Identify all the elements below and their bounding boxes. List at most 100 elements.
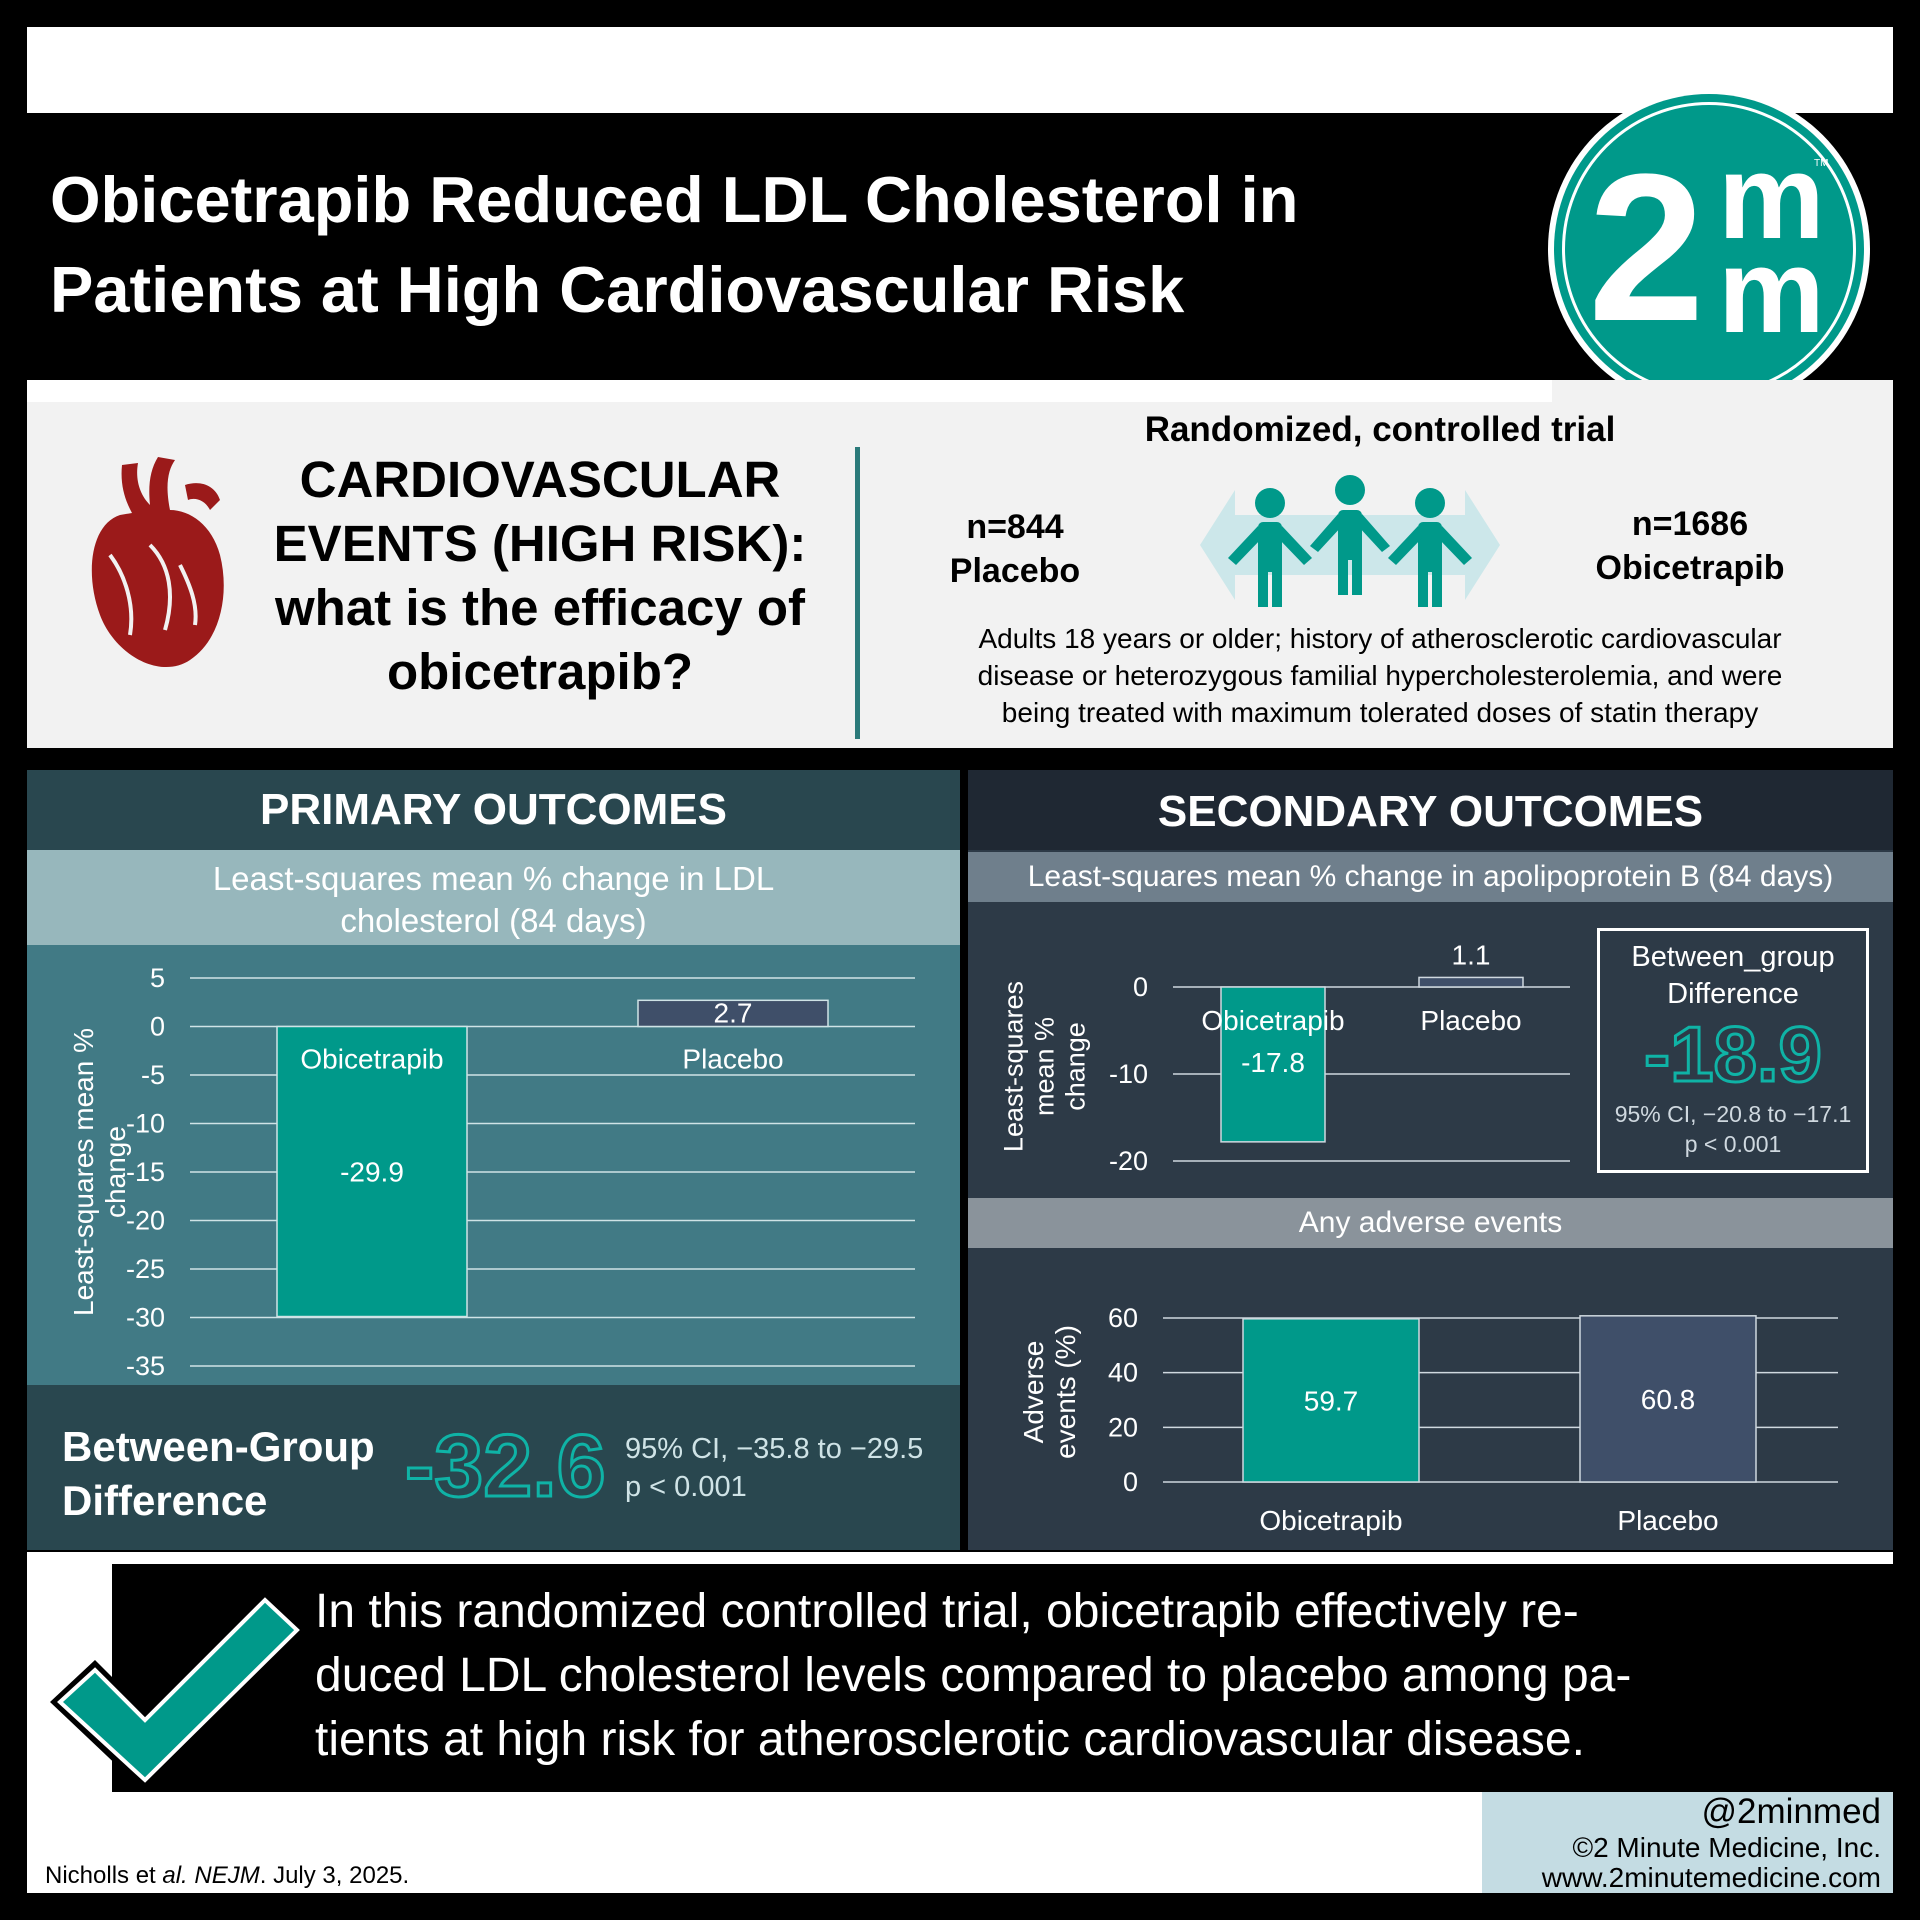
apob-p-value: p < 0.001 bbox=[1684, 1131, 1782, 1157]
primary-chart-subtitle: Least-squares mean % change in LDL chole… bbox=[27, 850, 960, 945]
conclusion-text: In this randomized controlled trial, obi… bbox=[315, 1580, 1875, 1772]
apob-diff-label: Between_group Difference bbox=[1600, 939, 1866, 1013]
category-label: Obicetrapib bbox=[1201, 1005, 1344, 1036]
primary-subtitle-line-1: Least-squares mean % change in LDL bbox=[212, 860, 775, 897]
conclusion-white-strip bbox=[27, 1552, 1893, 1564]
heart-icon bbox=[91, 457, 224, 668]
data-label: -29.9 bbox=[340, 1157, 404, 1188]
population-description: Adults 18 years or older; history of ath… bbox=[880, 620, 1880, 731]
population-line-1: Adults 18 years or older; history of ath… bbox=[978, 623, 1782, 654]
apob-difference-value: -18.9 bbox=[1643, 1010, 1824, 1098]
bar-placebo bbox=[637, 999, 829, 1028]
population-line-2: disease or heterozygous familial hyperch… bbox=[977, 660, 1783, 691]
y-tick-label: 5 bbox=[150, 963, 165, 993]
bar-obicetrapib bbox=[1242, 1318, 1420, 1483]
data-label: 1.1 bbox=[1452, 939, 1491, 970]
question-line-1: CARDIOVASCULAR bbox=[299, 451, 781, 508]
apob-chart-subtitle: Least-squares mean % change in apolipopr… bbox=[968, 852, 1893, 902]
top-white-band bbox=[27, 27, 1893, 113]
primary-ldl-bar-chart: 5 0 -5 -10 -15 -20 -25 -30 -35 Obicetrapib -29.9 Pl… bbox=[126, 963, 915, 1380]
logo-trademark: TM bbox=[1814, 158, 1829, 169]
title-line-1: Obicetrapib Reduced LDL Cholesterol in bbox=[50, 163, 1299, 236]
data-label: 2.7 bbox=[714, 997, 753, 1028]
trial-design-title: Randomized, controlled trial bbox=[1144, 410, 1616, 449]
placebo-arm: n=844 Placebo bbox=[900, 505, 1130, 593]
category-label: Obicetrapib bbox=[300, 1044, 443, 1075]
credits-box: @2minmed ©2 Minute Medicine, Inc. www.2m… bbox=[1482, 1792, 1893, 1893]
category-label: Placebo bbox=[1420, 1005, 1521, 1036]
placebo-label: Placebo bbox=[949, 552, 1081, 590]
vertical-divider bbox=[855, 447, 860, 739]
bar-placebo bbox=[1418, 976, 1524, 988]
population-line-3: being treated with maximum tolerated dos… bbox=[1001, 697, 1759, 728]
y-tick-label: -10 bbox=[126, 1109, 165, 1139]
category-label: Placebo bbox=[682, 1044, 783, 1075]
obicetrapib-n: n=1686 bbox=[1631, 505, 1749, 543]
citation: Nicholls et al. NEJM. July 3, 2025. bbox=[45, 1862, 409, 1890]
apob-diff-label-line-2: Difference bbox=[1667, 978, 1799, 1010]
citation-journal: NEJM bbox=[194, 1862, 260, 1889]
title-line-2: Patients at High Cardiovascular Risk bbox=[50, 253, 1185, 326]
primary-diff-label-line-2: Difference bbox=[62, 1477, 268, 1524]
conclusion-line-3: tients at high risk for atherosclerotic … bbox=[315, 1713, 1585, 1766]
y-tick-label: 20 bbox=[1108, 1412, 1138, 1442]
y-tick-label: -10 bbox=[1109, 1059, 1148, 1089]
question-line-2: EVENTS (HIGH RISK): bbox=[273, 515, 807, 572]
bar-obicetrapib bbox=[1220, 986, 1326, 1143]
bar-placebo bbox=[1579, 1315, 1757, 1483]
conclusion-line-2: duced LDL cholesterol levels compared to… bbox=[315, 1649, 1632, 1702]
y-tick-label: 40 bbox=[1108, 1358, 1138, 1388]
copyright-notice: ©2 Minute Medicine, Inc. bbox=[1572, 1832, 1881, 1863]
apob-ci: 95% CI, −20.8 to −17.1 p < 0.001 bbox=[1600, 1099, 1866, 1159]
logo-m-bottom: m bbox=[1718, 224, 1825, 358]
primary-diff-label-line-1: Between-Group bbox=[62, 1423, 375, 1470]
category-label: Obicetrapib bbox=[1259, 1505, 1402, 1536]
adverse-events-bar-chart: 60 40 20 0 Obicetrapib 59.7 Placebo 60.8 bbox=[1108, 1303, 1838, 1536]
page-title: Obicetrapib Reduced LDL Cholesterol in P… bbox=[50, 155, 1550, 335]
randomization-people-icon bbox=[1200, 475, 1500, 607]
logo-numeral: 2 bbox=[1588, 130, 1705, 365]
obicetrapib-arm: n=1686 Obicetrapib bbox=[1570, 502, 1810, 590]
primary-subtitle-line-2: cholesterol (84 days) bbox=[340, 902, 647, 939]
y-tick-label: -35 bbox=[126, 1351, 165, 1380]
citation-date: . July 3, 2025. bbox=[259, 1862, 410, 1889]
y-tick-label: 0 bbox=[150, 1012, 165, 1042]
y-tick-label: -20 bbox=[1109, 1146, 1148, 1176]
secondary-outcomes-header: SECONDARY OUTCOMES bbox=[968, 770, 1893, 850]
logo-m-top: m bbox=[1718, 130, 1825, 264]
obicetrapib-label: Obicetrapib bbox=[1595, 549, 1785, 587]
primary-difference-label: Between-Group Difference bbox=[62, 1420, 375, 1528]
category-label: Placebo bbox=[1617, 1505, 1718, 1536]
question-line-3: what is the efficacy of bbox=[275, 579, 805, 636]
y-tick-label: 60 bbox=[1108, 1303, 1138, 1333]
bar-obicetrapib bbox=[276, 1025, 468, 1318]
primary-outcomes-header: PRIMARY OUTCOMES bbox=[27, 770, 960, 850]
apob-difference-box: Between_group Difference -18.9 95% CI, −… bbox=[1597, 928, 1869, 1173]
citation-et-al: al. bbox=[162, 1862, 188, 1889]
primary-p-value: p < 0.001 bbox=[625, 1471, 747, 1503]
data-label: 59.7 bbox=[1304, 1385, 1359, 1416]
y-tick-label: -5 bbox=[141, 1060, 165, 1090]
website-link[interactable]: www.2minutemedicine.com bbox=[1541, 1862, 1881, 1893]
y-tick-label: -25 bbox=[126, 1254, 165, 1284]
question-line-4: obicetrapib? bbox=[386, 643, 694, 700]
y-tick-label: 0 bbox=[1133, 972, 1148, 1002]
checkmark-icon bbox=[50, 1588, 307, 1792]
y-tick-label: -15 bbox=[126, 1157, 165, 1187]
apob-bar-chart: 0 -10 -20 Obicetrapib -17.8 Placebo 1.1 bbox=[1109, 939, 1570, 1176]
citation-authors: Nicholls et bbox=[45, 1862, 163, 1889]
primary-difference-band bbox=[27, 1385, 960, 1550]
conclusion-line-1: In this randomized controlled trial, obi… bbox=[315, 1585, 1579, 1638]
primary-ci: 95% CI, −35.8 to −29.5 p < 0.001 bbox=[625, 1430, 923, 1506]
primary-ci-text: 95% CI, −35.8 to −29.5 bbox=[625, 1433, 924, 1465]
twitter-handle[interactable]: @2minmed bbox=[1701, 1792, 1881, 1831]
data-label: 60.8 bbox=[1641, 1384, 1696, 1415]
data-label: -17.8 bbox=[1241, 1047, 1305, 1078]
primary-difference-value: -32.6 bbox=[404, 1415, 608, 1517]
study-overview-band bbox=[27, 380, 1893, 748]
apob-diff-label-line-1: Between_group bbox=[1631, 941, 1835, 973]
y-tick-label: -20 bbox=[126, 1206, 165, 1236]
placebo-n: n=844 bbox=[966, 508, 1064, 546]
y-tick-label: -30 bbox=[126, 1303, 165, 1333]
